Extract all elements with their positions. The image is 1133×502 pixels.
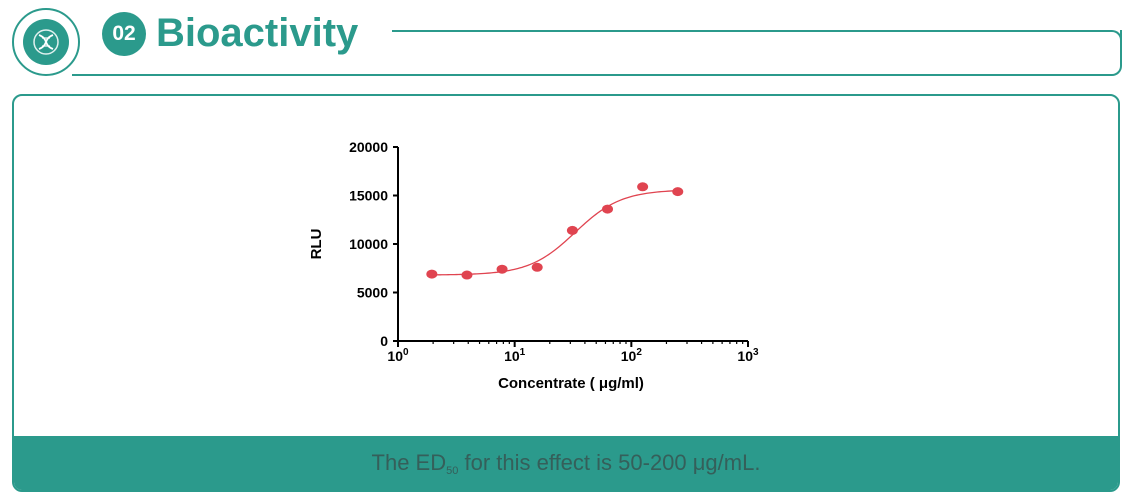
x-tick-base: 10 bbox=[387, 348, 403, 364]
x-tick-exponent: 2 bbox=[636, 347, 642, 358]
caption-band: The ED50 for this effect is 50-200 μg/mL… bbox=[14, 436, 1118, 490]
data-point bbox=[637, 182, 649, 192]
data-point bbox=[531, 262, 543, 272]
x-tick-exponent: 1 bbox=[520, 347, 526, 358]
y-tick-label: 20000 bbox=[349, 139, 388, 155]
caption-subscript: 50 bbox=[446, 464, 459, 477]
section-title: Bioactivity bbox=[156, 11, 359, 55]
y-tick-label: 10000 bbox=[349, 236, 388, 252]
x-tick-base: 10 bbox=[504, 348, 520, 364]
x-tick-label: 103 bbox=[737, 347, 759, 364]
x-tick-exponent: 0 bbox=[403, 347, 409, 358]
y-tick-label: 15000 bbox=[349, 188, 388, 204]
x-tick-base: 10 bbox=[621, 348, 637, 364]
data-point bbox=[496, 264, 508, 274]
y-tick-label: 0 bbox=[380, 333, 388, 349]
x-axis-label: Concentrate ( μg/ml) bbox=[498, 375, 644, 392]
fit-curve bbox=[431, 190, 678, 276]
data-point bbox=[602, 204, 614, 214]
data-point bbox=[461, 270, 473, 280]
x-tick-base: 10 bbox=[737, 348, 753, 364]
logo bbox=[12, 8, 80, 76]
data-point bbox=[672, 187, 684, 197]
x-tick-label: 100 bbox=[387, 347, 409, 364]
ed50-caption: The ED50 for this effect is 50-200 μg/mL… bbox=[372, 450, 761, 477]
y-tick-label: 5000 bbox=[357, 285, 388, 301]
header-divider bbox=[392, 30, 1108, 32]
x-tick-label: 102 bbox=[621, 347, 643, 364]
caption-prefix: The ED bbox=[371, 449, 447, 475]
content-panel: The ED50 for this effect is 50-200 μg/mL… bbox=[12, 94, 1120, 492]
caption-suffix: for this effect is 50-200 μg/mL. bbox=[458, 449, 761, 475]
x-tick-label: 101 bbox=[504, 347, 526, 364]
section-number-badge: 02 bbox=[102, 12, 146, 56]
data-point bbox=[426, 269, 438, 279]
x-tick-exponent: 3 bbox=[753, 347, 759, 358]
dna-molecule-icon bbox=[23, 19, 69, 65]
header-frame bbox=[72, 30, 1122, 76]
header-corner bbox=[1100, 30, 1122, 52]
data-point bbox=[566, 225, 578, 235]
y-axis-label: RLU bbox=[308, 229, 325, 260]
